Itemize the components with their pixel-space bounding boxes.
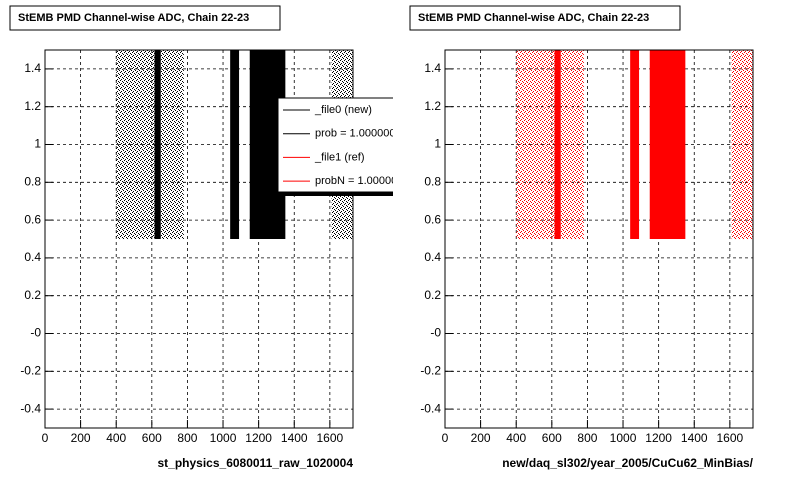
point-cluster bbox=[230, 50, 240, 239]
x-axis-label: new/daq_sl302/year_2005/CuCu62_MinBias/ bbox=[502, 456, 753, 470]
y-tick-label: -0 bbox=[430, 326, 441, 340]
legend-box bbox=[277, 97, 393, 193]
point-cluster bbox=[731, 50, 753, 239]
point-cluster bbox=[649, 50, 686, 239]
y-tick-label: 0.4 bbox=[24, 250, 41, 264]
chart-title: StEMB PMD Channel-wise ADC, Chain 22-23 bbox=[18, 12, 249, 24]
y-tick-label: 0.6 bbox=[424, 212, 441, 226]
legend-label: prob = 1.000000 bbox=[315, 128, 395, 140]
y-tick-label: -0 bbox=[30, 326, 41, 340]
y-tick-label: 1 bbox=[434, 137, 441, 151]
y-tick-label: 1.4 bbox=[424, 61, 441, 75]
x-tick-label: 0 bbox=[42, 431, 49, 445]
y-tick-label: -0.2 bbox=[20, 363, 41, 377]
plot-frame bbox=[444, 49, 754, 429]
chart-title: StEMB PMD Channel-wise ADC, Chain 22-23 bbox=[418, 12, 649, 24]
y-tick-label: -0.2 bbox=[420, 363, 441, 377]
x-tick-label: 800 bbox=[577, 431, 597, 445]
x-tick-label: 800 bbox=[177, 431, 197, 445]
x-tick-label: 0 bbox=[442, 431, 449, 445]
x-tick-label: 1200 bbox=[645, 431, 672, 445]
x-tick-label: 1400 bbox=[681, 431, 708, 445]
point-cluster bbox=[516, 50, 555, 239]
title-box bbox=[409, 5, 681, 31]
y-tick-label: 0.4 bbox=[424, 250, 441, 264]
plot-frame bbox=[44, 49, 354, 429]
y-tick-label: 0.2 bbox=[424, 288, 441, 302]
y-tick-label: 1.4 bbox=[24, 61, 41, 75]
x-tick-label: 1200 bbox=[245, 431, 272, 445]
legend: _file0 (new) prob = 1.000000 _file1 (ref) p… bbox=[277, 97, 403, 196]
y-tick-label: 0.8 bbox=[424, 174, 441, 188]
x-tick-label: 1400 bbox=[281, 431, 308, 445]
x-tick-label: 1000 bbox=[610, 431, 637, 445]
legend-label: _file0 (new) bbox=[314, 104, 372, 116]
plot-area bbox=[445, 50, 753, 428]
x-tick-label: 200 bbox=[71, 431, 91, 445]
plot-area bbox=[45, 50, 353, 428]
y-tick-label: 0.8 bbox=[24, 174, 41, 188]
point-cluster bbox=[560, 50, 584, 239]
point-cluster bbox=[116, 50, 155, 239]
legend-label: _file1 (ref) bbox=[314, 151, 365, 163]
x-tick-label: 1600 bbox=[717, 431, 744, 445]
x-tick-label: 1600 bbox=[317, 431, 344, 445]
point-cluster bbox=[630, 50, 640, 239]
y-tick-label: 1.2 bbox=[24, 99, 41, 113]
x-tick-label: 400 bbox=[106, 431, 126, 445]
point-cluster bbox=[160, 50, 184, 239]
y-tick-label: 0.6 bbox=[24, 212, 41, 226]
x-tick-label: 200 bbox=[471, 431, 491, 445]
point-cluster bbox=[554, 50, 561, 239]
y-tick-label: -0.4 bbox=[20, 401, 41, 415]
x-tick-label: 600 bbox=[542, 431, 562, 445]
y-tick-label: -0.4 bbox=[420, 401, 441, 415]
y-tick-label: 1.2 bbox=[424, 99, 441, 113]
legend-label: probN = 1.000000 bbox=[315, 175, 403, 187]
point-cluster bbox=[154, 50, 161, 239]
y-tick-label: 1 bbox=[34, 137, 41, 151]
y-tick-label: 0.2 bbox=[24, 288, 41, 302]
x-tick-label: 400 bbox=[506, 431, 526, 445]
x-axis-label: st_physics_6080011_raw_1020004 bbox=[157, 456, 353, 470]
title-box bbox=[9, 5, 281, 31]
x-tick-label: 600 bbox=[142, 431, 162, 445]
x-tick-label: 1000 bbox=[210, 431, 237, 445]
